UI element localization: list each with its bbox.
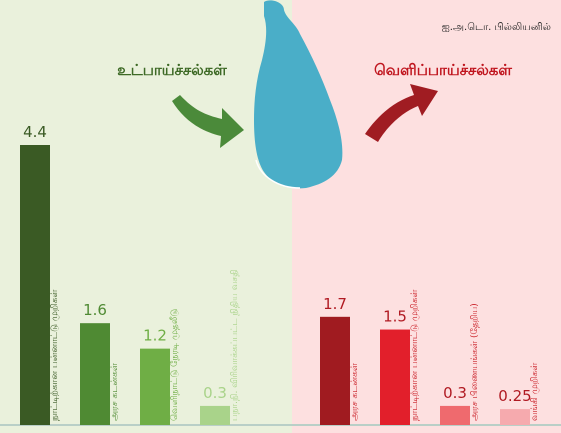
outflow-bar-1-value-label: 1.7 [323, 295, 347, 313]
inflow-bar-2 [80, 323, 110, 425]
outflow-bar-3-value-label: 0.3 [443, 384, 467, 402]
outflow-bar-1 [320, 316, 350, 425]
outflow-bars: 1.7 அரச கடன்கள் 1.5 நாட்டிற்கான பன்னாட்டு ம… [320, 289, 540, 425]
outflow-arrow-icon [365, 84, 438, 142]
outflow-bar-2-value-label: 1.5 [383, 308, 407, 326]
map-edge-line [255, 159, 301, 189]
inflow-bar-2-category-label: அரச கடன்கள் [110, 362, 120, 421]
inflow-bar-2-value-label: 1.6 [83, 301, 107, 319]
outflow-bar-3 [440, 405, 470, 425]
outflow-bar-2-category-label: நாட்டிற்கான பன்னாட்டு முறிகள் [410, 289, 420, 421]
sri-lanka-map-icon [254, 0, 343, 189]
inflow-bars: 4.4 நாட்டிற்கான பன்னாட்டு முறிகள் 1.6 அரச க… [20, 123, 240, 425]
inflow-bar-4 [200, 405, 230, 425]
outflow-bar-4-value-label: 0.25 [498, 387, 531, 405]
outflows-title: வெளிப்பாய்ச்சல்கள் [374, 61, 512, 79]
inflow-bar-1-category-label: நாட்டிற்கான பன்னாட்டு முறிகள் [50, 289, 60, 421]
outflow-bar-3-category-label: அரச பிணையங்கள் (தேறிய) [470, 303, 480, 421]
inflow-bar-4-category-label: பநா.நி. விரிவாக்கப்பட்ட நிதிய வசதி [230, 269, 240, 421]
inflow-bar-1 [20, 145, 50, 425]
outflow-bar-4 [500, 409, 530, 425]
inflows-title: உட்பாய்ச்சல்கள் [117, 61, 227, 79]
outflow-bar-1-category-label: அரச கடன்கள் [350, 362, 360, 421]
inflow-arrow-icon [172, 95, 244, 148]
inflow-bar-3 [140, 348, 170, 425]
inflow-bar-4-value-label: 0.3 [203, 384, 227, 402]
outflow-bar-4-category-label: வங்கி முறிகள் [530, 362, 540, 421]
inflow-bar-3-value-label: 1.2 [143, 327, 167, 345]
unit-note: ஐ.அ.டொ. பில்லியனில் [442, 22, 551, 33]
inflow-bar-3-category-label: வெளிநாட்டு நேரடி முதலீடு [170, 309, 180, 421]
outflow-bar-2 [380, 329, 410, 425]
inflow-bar-1-value-label: 4.4 [23, 123, 47, 141]
